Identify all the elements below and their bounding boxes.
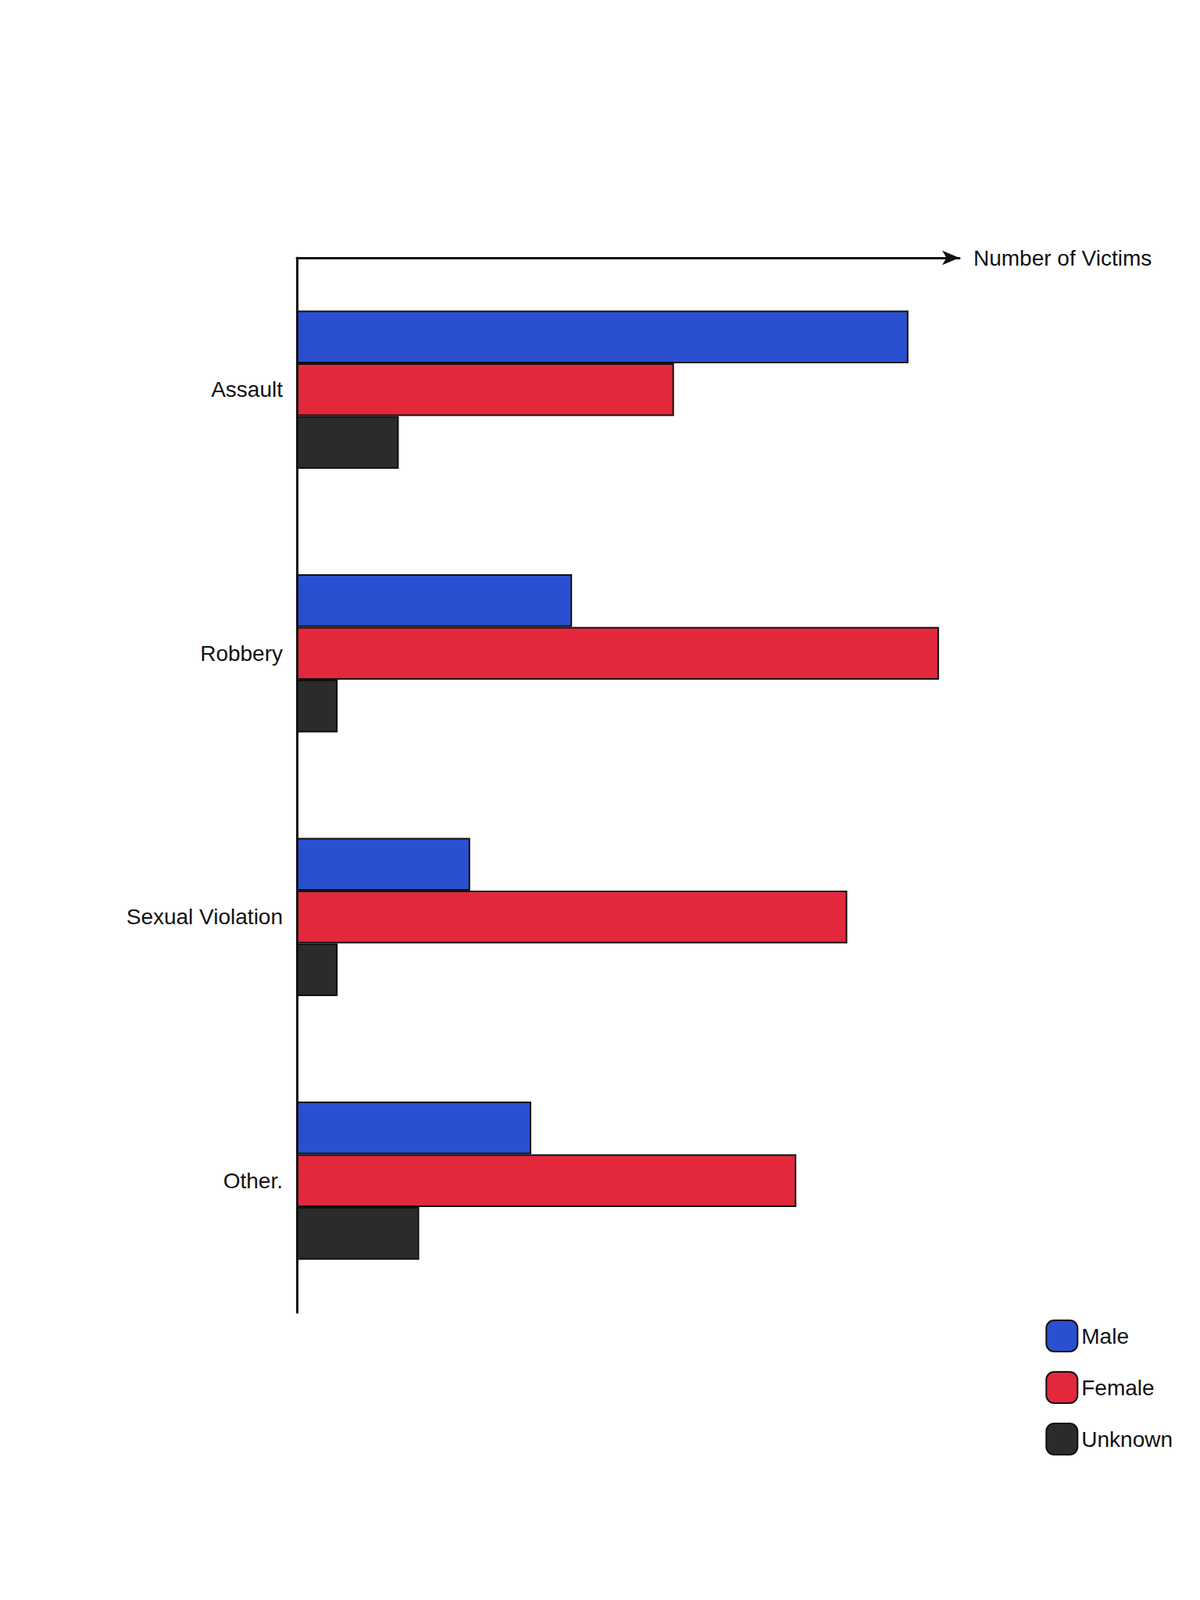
svg-text:Male: Male [1081, 1324, 1129, 1349]
svg-text:Unknown: Unknown [1081, 1427, 1173, 1452]
svg-text:Robbery: Robbery [200, 641, 283, 666]
svg-text:Other.: Other. [223, 1168, 283, 1193]
svg-text:Assault: Assault [210, 377, 283, 402]
svg-text:Sexual Violation: Sexual Violation [126, 904, 283, 929]
svg-text:Female: Female [1081, 1375, 1154, 1400]
svg-text:Number of Victims: Number of Victims [973, 246, 1152, 271]
